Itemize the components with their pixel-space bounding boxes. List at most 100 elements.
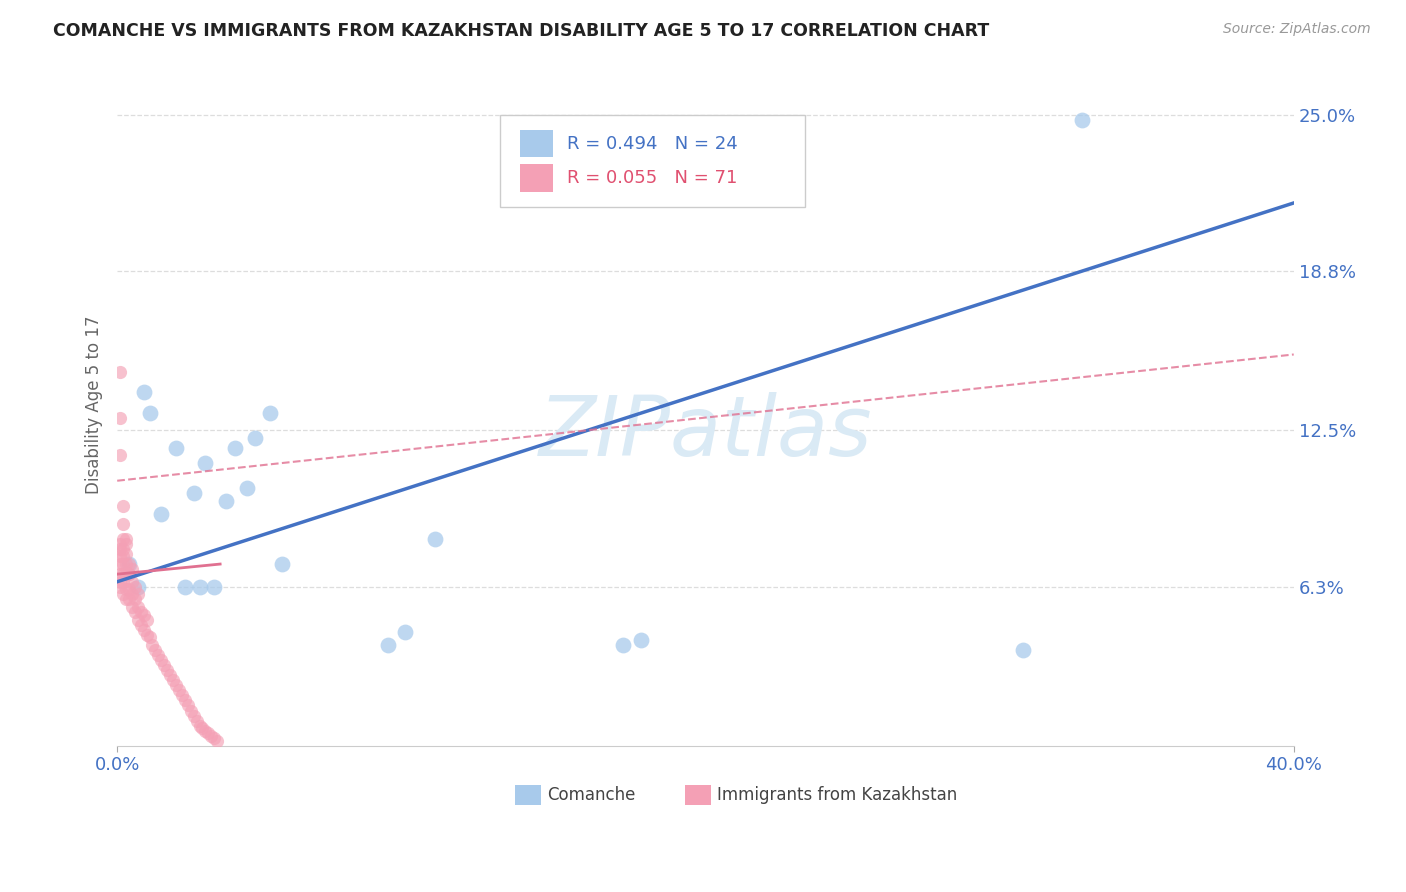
- Point: [150, 653, 173, 667]
- Point: [108, 549, 131, 564]
- Point: [202, 580, 225, 594]
- Point: [127, 587, 149, 601]
- Point: [115, 547, 138, 561]
- Text: Immigrants from Kazakhstan: Immigrants from Kazakhstan: [717, 786, 957, 804]
- Point: [112, 532, 135, 546]
- Point: [112, 541, 135, 556]
- Point: [165, 678, 187, 692]
- Point: [108, 449, 131, 463]
- Point: [271, 557, 294, 571]
- Text: COMANCHE VS IMMIGRANTS FROM KAZAKHSTAN DISABILITY AGE 5 TO 17 CORRELATION CHART: COMANCHE VS IMMIGRANTS FROM KAZAKHSTAN D…: [53, 22, 990, 40]
- Point: [129, 605, 152, 619]
- Point: [235, 481, 257, 495]
- Point: [132, 623, 155, 637]
- Point: [115, 557, 138, 571]
- Text: Comanche: Comanche: [547, 786, 636, 804]
- Point: [224, 441, 246, 455]
- Point: [245, 431, 267, 445]
- Point: [118, 567, 141, 582]
- Point: [153, 658, 176, 673]
- Point: [183, 486, 205, 500]
- Point: [197, 726, 219, 740]
- Bar: [515, 785, 541, 805]
- Point: [170, 689, 193, 703]
- Point: [1071, 112, 1094, 127]
- Point: [165, 441, 187, 455]
- Point: [112, 574, 135, 589]
- Y-axis label: Disability Age 5 to 17: Disability Age 5 to 17: [86, 316, 103, 494]
- Point: [156, 663, 179, 677]
- Point: [115, 567, 138, 582]
- Point: [377, 638, 399, 652]
- Point: [186, 714, 208, 728]
- Point: [1012, 643, 1035, 657]
- Bar: [686, 785, 711, 805]
- Point: [630, 632, 652, 647]
- Point: [138, 630, 160, 644]
- Point: [108, 567, 131, 582]
- Point: [118, 557, 141, 571]
- Bar: [520, 130, 553, 158]
- Text: R = 0.055   N = 71: R = 0.055 N = 71: [567, 169, 737, 187]
- Text: R = 0.494   N = 24: R = 0.494 N = 24: [567, 135, 737, 153]
- Point: [129, 617, 152, 632]
- Point: [121, 599, 143, 614]
- Point: [115, 592, 138, 607]
- Point: [112, 499, 135, 513]
- Point: [112, 587, 135, 601]
- Point: [138, 405, 160, 419]
- Point: [124, 605, 146, 619]
- Point: [200, 729, 222, 743]
- Point: [148, 648, 170, 662]
- Point: [108, 365, 131, 379]
- Point: [112, 549, 135, 564]
- Point: [108, 537, 131, 551]
- Point: [118, 567, 141, 582]
- Point: [194, 456, 217, 470]
- Point: [145, 643, 167, 657]
- Point: [124, 592, 146, 607]
- Point: [108, 580, 131, 594]
- Point: [121, 574, 143, 589]
- Point: [162, 673, 184, 688]
- Point: [118, 582, 141, 597]
- Point: [118, 592, 141, 607]
- Bar: [520, 164, 553, 192]
- Point: [141, 638, 163, 652]
- Point: [150, 507, 173, 521]
- Point: [115, 532, 138, 546]
- Point: [118, 557, 141, 571]
- Point: [108, 557, 131, 571]
- Point: [112, 557, 135, 571]
- Point: [159, 668, 181, 682]
- Point: [135, 628, 157, 642]
- Point: [183, 708, 205, 723]
- Point: [180, 704, 202, 718]
- Point: [612, 638, 634, 652]
- Point: [132, 385, 155, 400]
- Point: [202, 731, 225, 746]
- Point: [173, 693, 195, 707]
- Text: ZIPatlas: ZIPatlas: [538, 392, 872, 473]
- Point: [423, 532, 446, 546]
- Point: [121, 562, 143, 576]
- Point: [108, 574, 131, 589]
- FancyBboxPatch shape: [499, 115, 806, 207]
- Point: [108, 541, 131, 556]
- Point: [173, 580, 195, 594]
- Point: [215, 494, 238, 508]
- Point: [121, 587, 143, 601]
- Text: Source: ZipAtlas.com: Source: ZipAtlas.com: [1223, 22, 1371, 37]
- Point: [394, 625, 416, 640]
- Point: [177, 698, 200, 713]
- Point: [194, 723, 217, 738]
- Point: [167, 683, 190, 698]
- Point: [191, 721, 214, 735]
- Point: [205, 734, 228, 748]
- Point: [259, 405, 281, 419]
- Point: [115, 537, 138, 551]
- Point: [108, 410, 131, 425]
- Point: [127, 580, 149, 594]
- Point: [112, 567, 135, 582]
- Point: [115, 582, 138, 597]
